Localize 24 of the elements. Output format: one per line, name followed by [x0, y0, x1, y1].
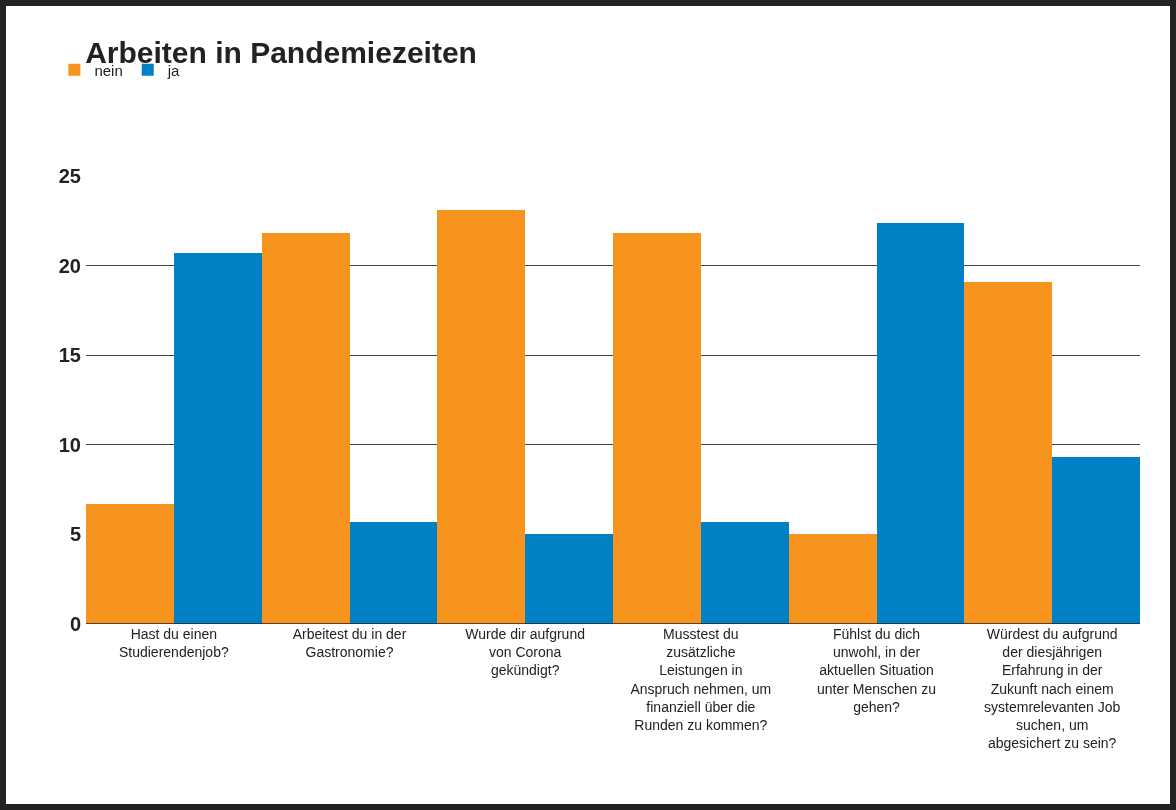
- x-tick-label: Musstest du zusätzliche Leistungen in Anspruch nehmen, um finanziell über die Runden zu kommen?: [630, 626, 772, 733]
- x-tick-label: Hast du einen Studierendenjob?: [118, 626, 229, 661]
- y-tick-label: 15: [58, 344, 81, 367]
- bar: [701, 522, 789, 624]
- bar: [262, 233, 350, 624]
- bar: [613, 233, 701, 624]
- y-tick-label: 10: [58, 433, 81, 456]
- bar: [964, 282, 1052, 624]
- bar: [350, 522, 437, 624]
- y-tick-label: 20: [58, 254, 81, 277]
- bar: [174, 253, 262, 624]
- bar: [1052, 457, 1140, 624]
- bar: [437, 210, 525, 624]
- y-tick-label: 0: [69, 613, 81, 635]
- bar: [789, 534, 877, 624]
- x-tick-label: Fühlst du dich unwohl, in der aktuellen Situation unter Menschen zu gehen?: [816, 626, 937, 715]
- y-tick-label: 5: [69, 523, 81, 546]
- x-tick-label: Wurde dir aufgrund von Corona gekündigt?: [465, 626, 585, 679]
- bar: [86, 504, 174, 624]
- bar: [525, 534, 613, 624]
- y-tick-label: 25: [58, 165, 81, 187]
- x-tick-label: Arbeitest du in der Gastronomie?: [292, 626, 407, 661]
- bar: [877, 223, 964, 624]
- x-tick-label: Würdest du aufgrund der diesjährigen Erfahrung in der Zukunft nach einem systemrelevanten Job suchen, um abgesichert zu sein?: [984, 626, 1121, 752]
